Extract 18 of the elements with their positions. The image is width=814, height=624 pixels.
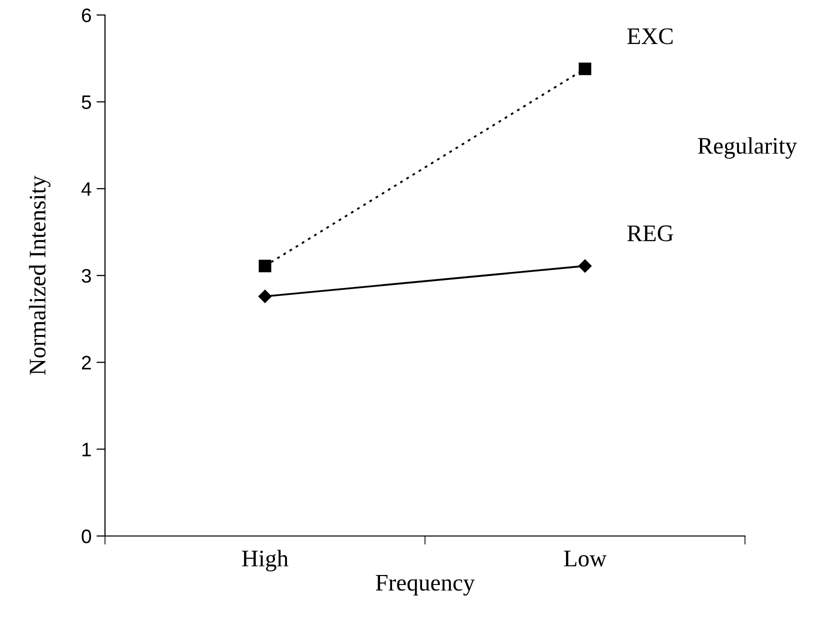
y-tick-label: 6 [82,8,91,22]
y-axis-title: Normalized Intensity [28,176,50,375]
point [578,259,592,273]
x-tick-label: High [242,550,288,572]
y-tick-label: 0 [82,529,92,544]
y-tick-label: 2 [82,356,91,370]
point [578,62,592,76]
point [258,260,272,272]
x-tick-label: Low [564,550,607,567]
series-label: EXC [627,28,673,44]
point [258,290,272,303]
series-label: REG [627,225,674,242]
y-tick-label: 3 [82,268,91,283]
y-tick-label: 5 [82,96,91,110]
y-tick-label: 1 [82,442,91,456]
x-axis-title: Frequency [376,575,475,596]
y-tick-label: 4 [81,182,92,196]
legend-title: Regularity [698,137,797,159]
